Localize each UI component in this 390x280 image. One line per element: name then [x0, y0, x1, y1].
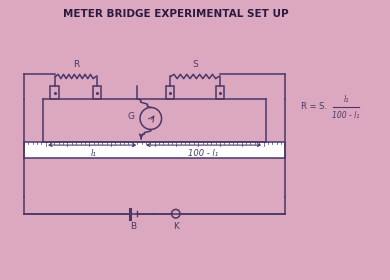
Text: K: K [173, 222, 179, 231]
Text: l₁: l₁ [343, 95, 349, 104]
Bar [93, 86, 101, 99]
Text: METER BRIDGE EXPERIMENTAL SET UP: METER BRIDGE EXPERIMENTAL SET UP [63, 9, 289, 19]
Text: l₁: l₁ [90, 149, 96, 158]
Bar [216, 86, 224, 99]
Text: 100 - l₁: 100 - l₁ [332, 111, 360, 120]
Text: S: S [192, 60, 198, 69]
Text: R = S.: R = S. [301, 102, 327, 111]
Bar [50, 86, 59, 99]
Text: 100 - l₁: 100 - l₁ [188, 149, 218, 158]
Text: B: B [130, 222, 136, 231]
Text: R: R [73, 60, 79, 69]
Text: G: G [127, 112, 134, 121]
Bar [24, 142, 285, 158]
Bar [166, 86, 174, 99]
